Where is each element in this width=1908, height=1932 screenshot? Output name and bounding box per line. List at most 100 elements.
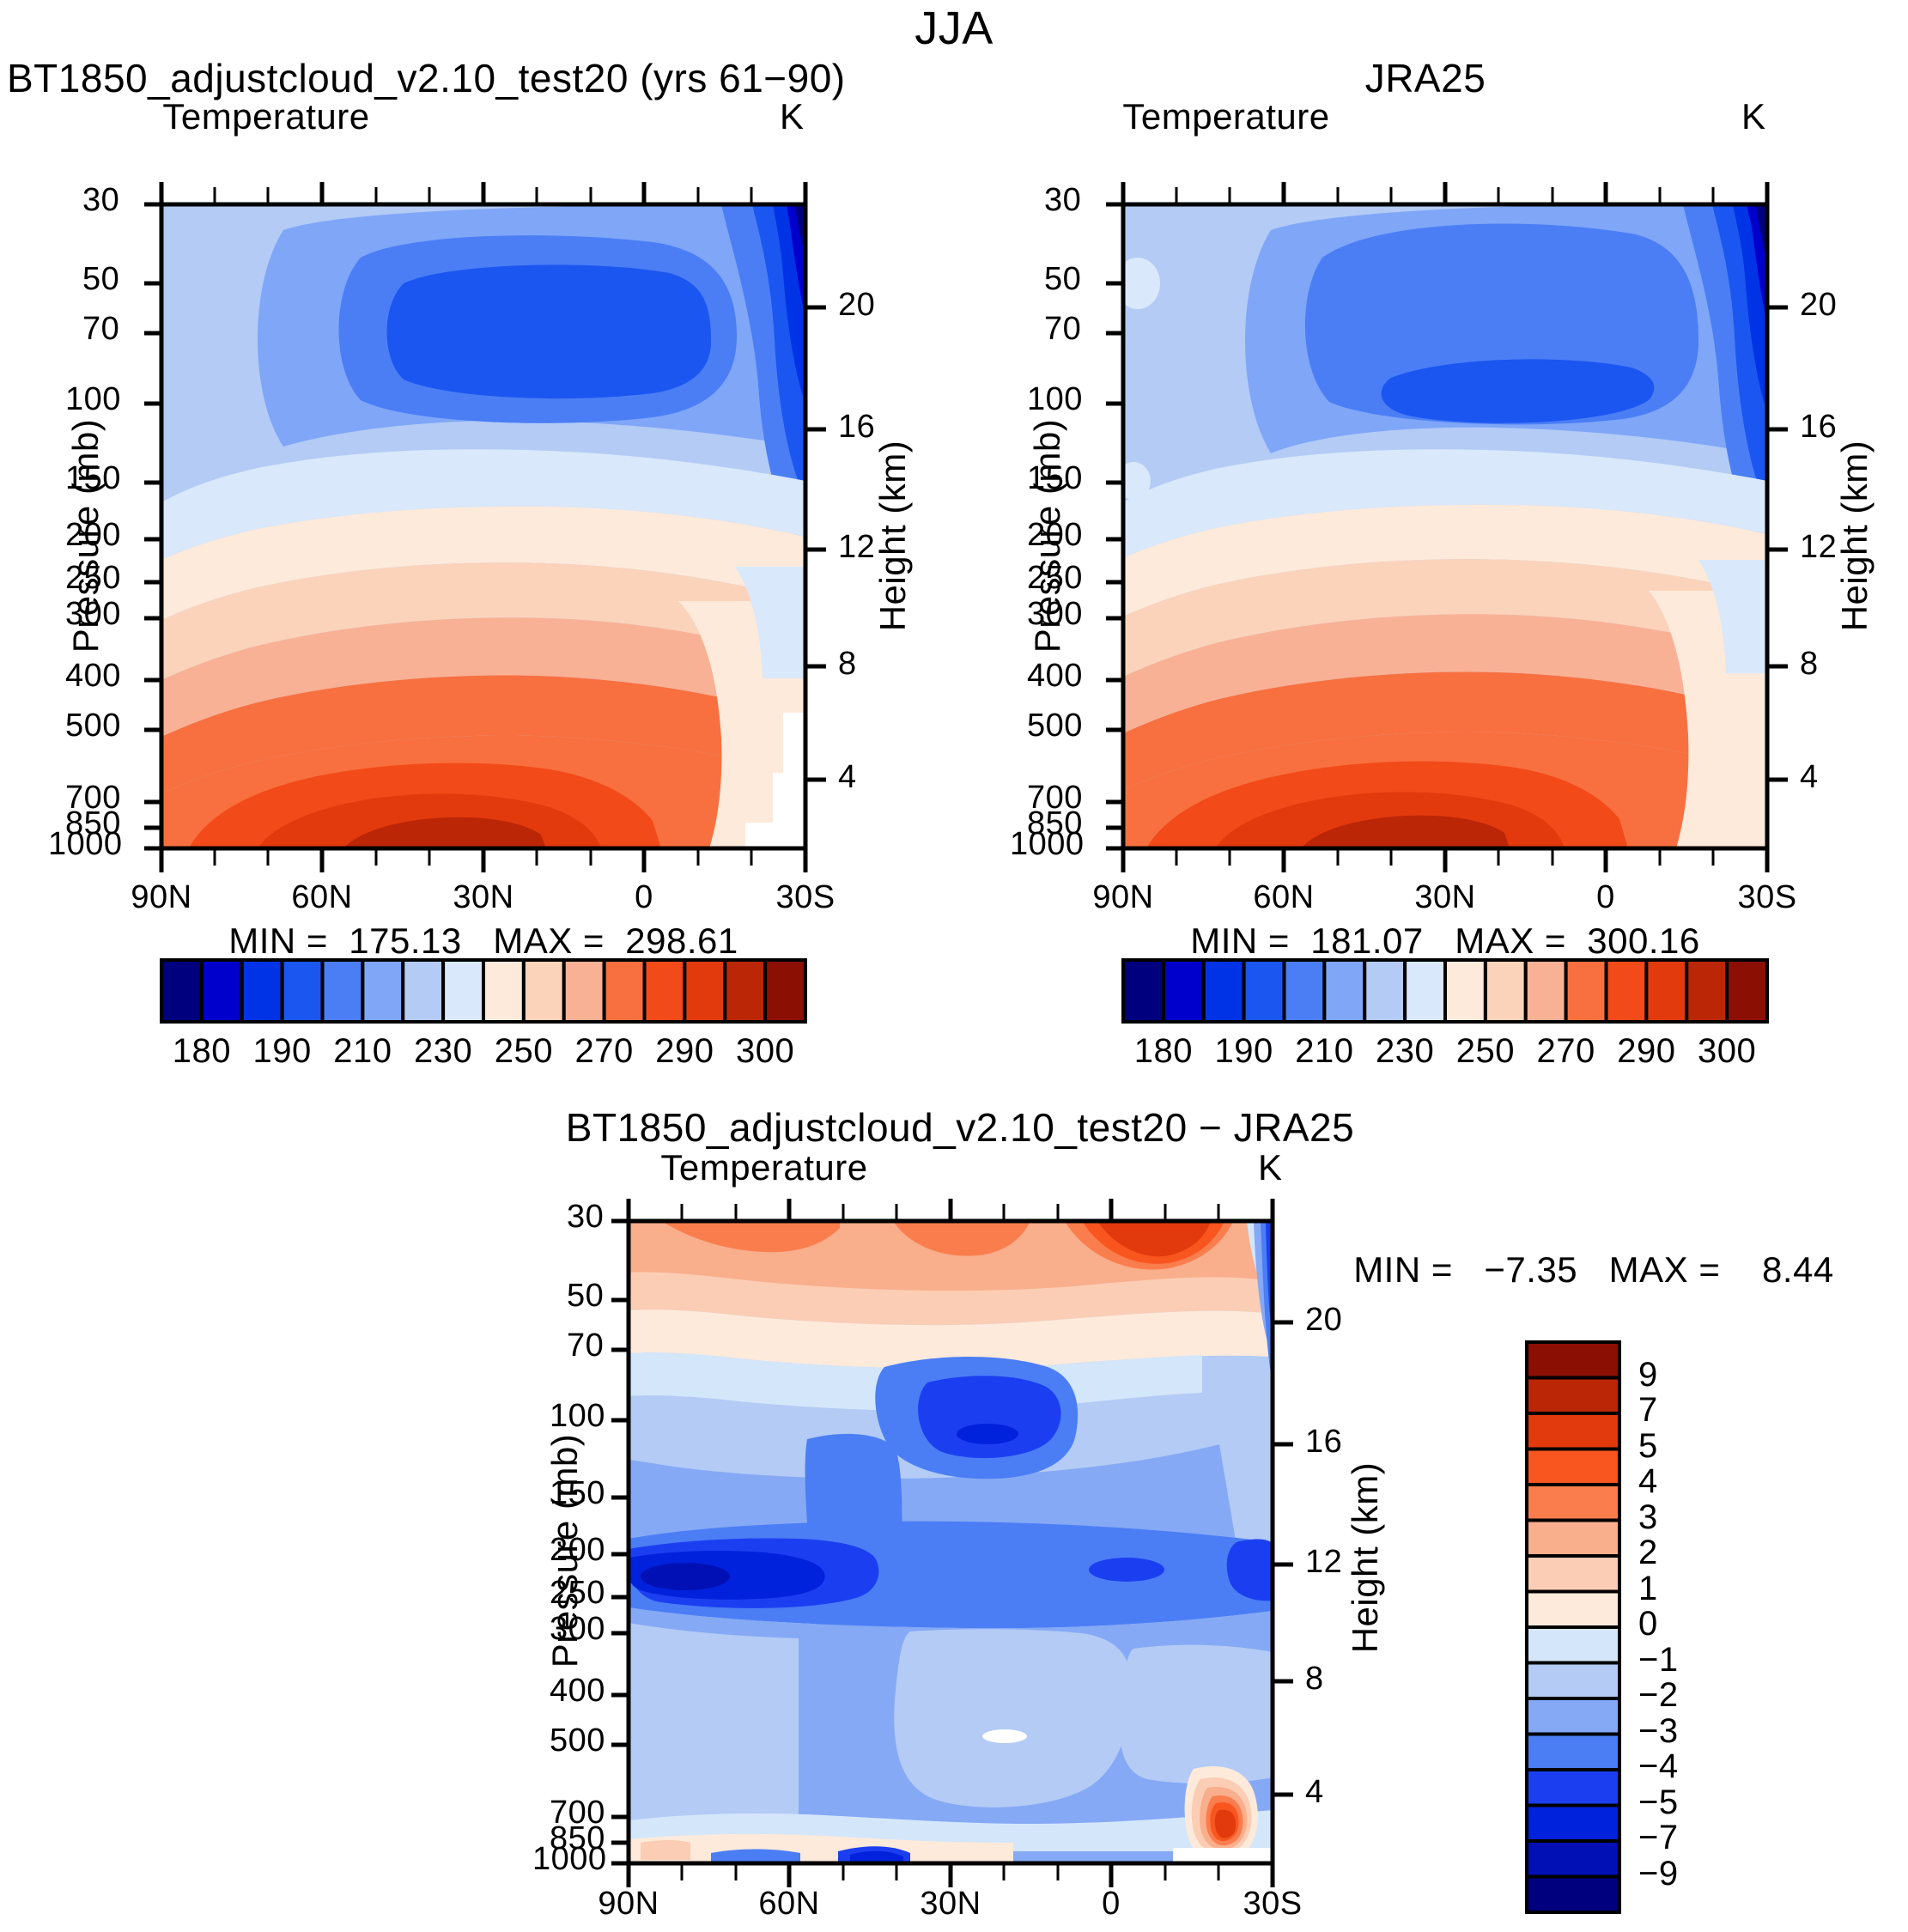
- p-label: 150: [550, 1475, 605, 1511]
- lat-label: 30N: [453, 879, 514, 915]
- colorbar-swatch: [1525, 1518, 1621, 1558]
- p-label: 400: [1027, 658, 1083, 694]
- h-label: 12: [838, 529, 876, 565]
- lat-label: 0: [1102, 1886, 1121, 1922]
- p-label: 400: [550, 1673, 605, 1709]
- pressure-ticks-left: [144, 202, 161, 851]
- p-label: 850: [1027, 805, 1083, 841]
- top-ticks: [159, 182, 808, 204]
- h-label: 8: [838, 646, 857, 682]
- colorbar-swatch: [1525, 1768, 1621, 1807]
- p-label: 30: [1044, 182, 1082, 218]
- colorbar-obs[interactable]: [962, 945, 1908, 1073]
- panel-obs-title: JRA25: [1364, 56, 1486, 100]
- colorbar-swatch: [361, 958, 405, 1024]
- p-label: 200: [1027, 517, 1083, 553]
- p-label: 1000: [48, 826, 123, 862]
- colorbar-tick-label: 290: [1617, 1032, 1676, 1070]
- h-label: 4: [838, 759, 857, 795]
- colorbar-swatch: [1403, 958, 1447, 1024]
- colorbar-tick-label: 7: [1638, 1391, 1658, 1429]
- lat-label: 90N: [598, 1886, 659, 1922]
- panel-model-title: BT1850_adjustcloud_v2.10_test20 (yrs 61−…: [7, 56, 846, 100]
- panel-model-pressure-axis-title: Pressure (mb): [65, 418, 106, 653]
- colorbar-tick-label: −1: [1638, 1640, 1679, 1679]
- p-label: 250: [1027, 560, 1083, 596]
- p-label: 150: [1027, 460, 1083, 496]
- colorbar-swatch: [1525, 1483, 1621, 1522]
- panel-diff-varlabel: Temperature: [660, 1147, 868, 1188]
- colorbar-tick-label: −2: [1638, 1676, 1679, 1714]
- colorbar-swatch: [1604, 958, 1649, 1024]
- colorbar-tick-label: 5: [1638, 1426, 1658, 1465]
- colorbar-swatch: [1201, 958, 1246, 1024]
- p-label: 850: [65, 805, 121, 841]
- colorbar-tick-label: 3: [1638, 1498, 1658, 1536]
- panel-diff-plot: [481, 1099, 1425, 1932]
- bottom-ticks: [159, 848, 808, 872]
- p-label: 500: [65, 708, 121, 744]
- h-label: 4: [1305, 1774, 1324, 1810]
- h-label: 16: [1800, 409, 1838, 445]
- colorbar-model[interactable]: [0, 945, 919, 1073]
- p-label: 300: [65, 596, 121, 632]
- colorbar-swatch: [1525, 1589, 1621, 1629]
- p-label: 300: [550, 1611, 605, 1647]
- lat-label: 90N: [131, 879, 192, 915]
- colorbar-swatch: [1161, 958, 1206, 1024]
- lat-label: 0: [635, 879, 653, 915]
- colorbar-swatch: [1525, 1554, 1621, 1594]
- p-label: 700: [550, 1795, 605, 1831]
- colorbar-swatch: [1282, 958, 1327, 1024]
- colorbar-tick-label: 180: [1133, 1032, 1193, 1070]
- colorbar-tick-label: 230: [1376, 1032, 1435, 1070]
- p-label: 700: [1027, 780, 1083, 816]
- h-label: 8: [1305, 1661, 1324, 1697]
- colorbar-swatch: [482, 958, 526, 1024]
- p-label: 50: [567, 1278, 605, 1314]
- lat-label: 90N: [1092, 879, 1154, 915]
- colorbar-swatch: [1525, 1732, 1621, 1771]
- colorbar-swatch: [683, 958, 727, 1024]
- h-label: 12: [1800, 529, 1838, 565]
- p-label: 100: [550, 1398, 605, 1434]
- panel-obs-plot: [962, 0, 1908, 910]
- panel-obs-pressure-axis-title: Pressure (mb): [1027, 418, 1067, 653]
- colorbar-tick-label: 0: [1638, 1605, 1658, 1643]
- colorbar-tick-label: 4: [1638, 1462, 1658, 1500]
- colorbar-swatch: [1483, 958, 1528, 1024]
- panel-model-units: K: [780, 96, 805, 137]
- lat-label: 30S: [1243, 1886, 1303, 1922]
- colorbar-tick-label: 210: [1295, 1032, 1354, 1070]
- p-label: 70: [1044, 311, 1082, 347]
- colorbar-tick-label: 210: [333, 1032, 392, 1070]
- colorbar-swatch: [320, 958, 365, 1024]
- panel-diff-pressure-axis-title: Pressure (mb): [544, 1433, 585, 1668]
- colorbar-swatch: [1523, 958, 1568, 1024]
- panel-diff-title: BT1850_adjustcloud_v2.10_test20 − JRA25: [565, 1105, 1355, 1150]
- colorbar-swatch: [642, 958, 687, 1024]
- colorbar-swatch: [1725, 958, 1769, 1024]
- colorbar-swatch: [763, 958, 807, 1024]
- colorbar-tick-label: 190: [252, 1032, 312, 1070]
- colorbar-swatch: [1525, 1803, 1621, 1843]
- colorbar-swatch: [1644, 958, 1689, 1024]
- season-title: JJA: [915, 3, 993, 54]
- colorbar-swatch: [602, 958, 647, 1024]
- h-label: 12: [1305, 1544, 1343, 1580]
- colorbar-swatch: [1242, 958, 1286, 1024]
- p-label: 200: [65, 517, 121, 553]
- p-label: 1000: [1010, 826, 1085, 862]
- colorbar-diff[interactable]: [1520, 1335, 1632, 1928]
- colorbar-tick-label: 190: [1214, 1032, 1273, 1070]
- panel-obs-height-axis-title: Height (km): [1834, 440, 1875, 632]
- colorbar-tick-label: 9: [1638, 1355, 1658, 1394]
- lat-label: 30S: [1737, 879, 1797, 915]
- p-label: 250: [65, 560, 121, 596]
- h-label: 20: [838, 287, 876, 323]
- panel-obs-units: K: [1741, 96, 1766, 137]
- colorbar-tick-label: −5: [1638, 1783, 1679, 1821]
- panel-diff-height-axis-title: Height (km): [1345, 1461, 1385, 1654]
- colorbar-swatch: [1525, 1447, 1621, 1486]
- lat-label: 30S: [775, 879, 836, 915]
